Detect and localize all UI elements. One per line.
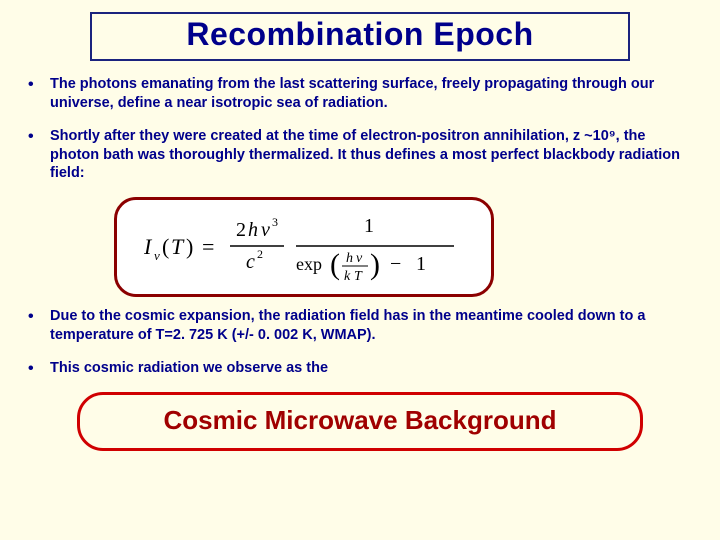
svg-text:c: c bbox=[246, 251, 255, 273]
svg-text:2: 2 bbox=[257, 247, 263, 261]
bullet-list: The photons emanating from the last scat… bbox=[24, 75, 696, 183]
svg-text:k: k bbox=[344, 269, 351, 284]
svg-text:exp: exp bbox=[296, 254, 322, 274]
svg-text:ν: ν bbox=[154, 248, 160, 263]
svg-text:1: 1 bbox=[364, 215, 374, 237]
svg-text:T: T bbox=[171, 234, 185, 259]
cmb-box: Cosmic Microwave Background bbox=[77, 392, 643, 451]
svg-text:T: T bbox=[354, 269, 363, 284]
svg-text:−: − bbox=[390, 253, 401, 275]
cmb-label: Cosmic Microwave Background bbox=[164, 405, 557, 435]
title-box: Recombination Epoch bbox=[90, 12, 630, 61]
bullet-text: This cosmic radiation we observe as the bbox=[50, 360, 328, 376]
formula-container: I ν ( T ) = 2 h ν 3 c 2 1 bbox=[114, 197, 494, 297]
svg-text:=: = bbox=[202, 234, 214, 259]
bullet-item: The photons emanating from the last scat… bbox=[24, 75, 696, 113]
svg-text:I: I bbox=[144, 234, 153, 259]
svg-text:1: 1 bbox=[416, 253, 426, 275]
svg-text:h: h bbox=[248, 219, 258, 241]
bullet-text: Shortly after they were created at the t… bbox=[50, 128, 680, 182]
svg-text:(: ( bbox=[330, 248, 340, 281]
svg-text:): ) bbox=[370, 248, 380, 281]
svg-text:2: 2 bbox=[236, 219, 246, 241]
bullet-item: Due to the cosmic expansion, the radiati… bbox=[24, 307, 696, 345]
svg-text:): ) bbox=[186, 234, 193, 259]
slide: Recombination Epoch The photons emanatin… bbox=[0, 0, 720, 540]
svg-text:(: ( bbox=[162, 234, 169, 259]
formula-box: I ν ( T ) = 2 h ν 3 c 2 1 bbox=[114, 197, 494, 297]
bullet-text: Due to the cosmic expansion, the radiati… bbox=[50, 308, 645, 343]
bullet-item: Shortly after they were created at the t… bbox=[24, 127, 696, 184]
svg-text:ν: ν bbox=[261, 219, 270, 241]
bullet-text: The photons emanating from the last scat… bbox=[50, 76, 654, 111]
bullet-list: Due to the cosmic expansion, the radiati… bbox=[24, 307, 696, 378]
svg-text:3: 3 bbox=[272, 215, 278, 229]
slide-title: Recombination Epoch bbox=[186, 16, 533, 52]
bullet-item: This cosmic radiation we observe as the bbox=[24, 359, 696, 378]
planck-formula: I ν ( T ) = 2 h ν 3 c 2 1 bbox=[144, 210, 464, 284]
svg-text:ν: ν bbox=[356, 251, 363, 266]
svg-text:h: h bbox=[346, 251, 353, 266]
